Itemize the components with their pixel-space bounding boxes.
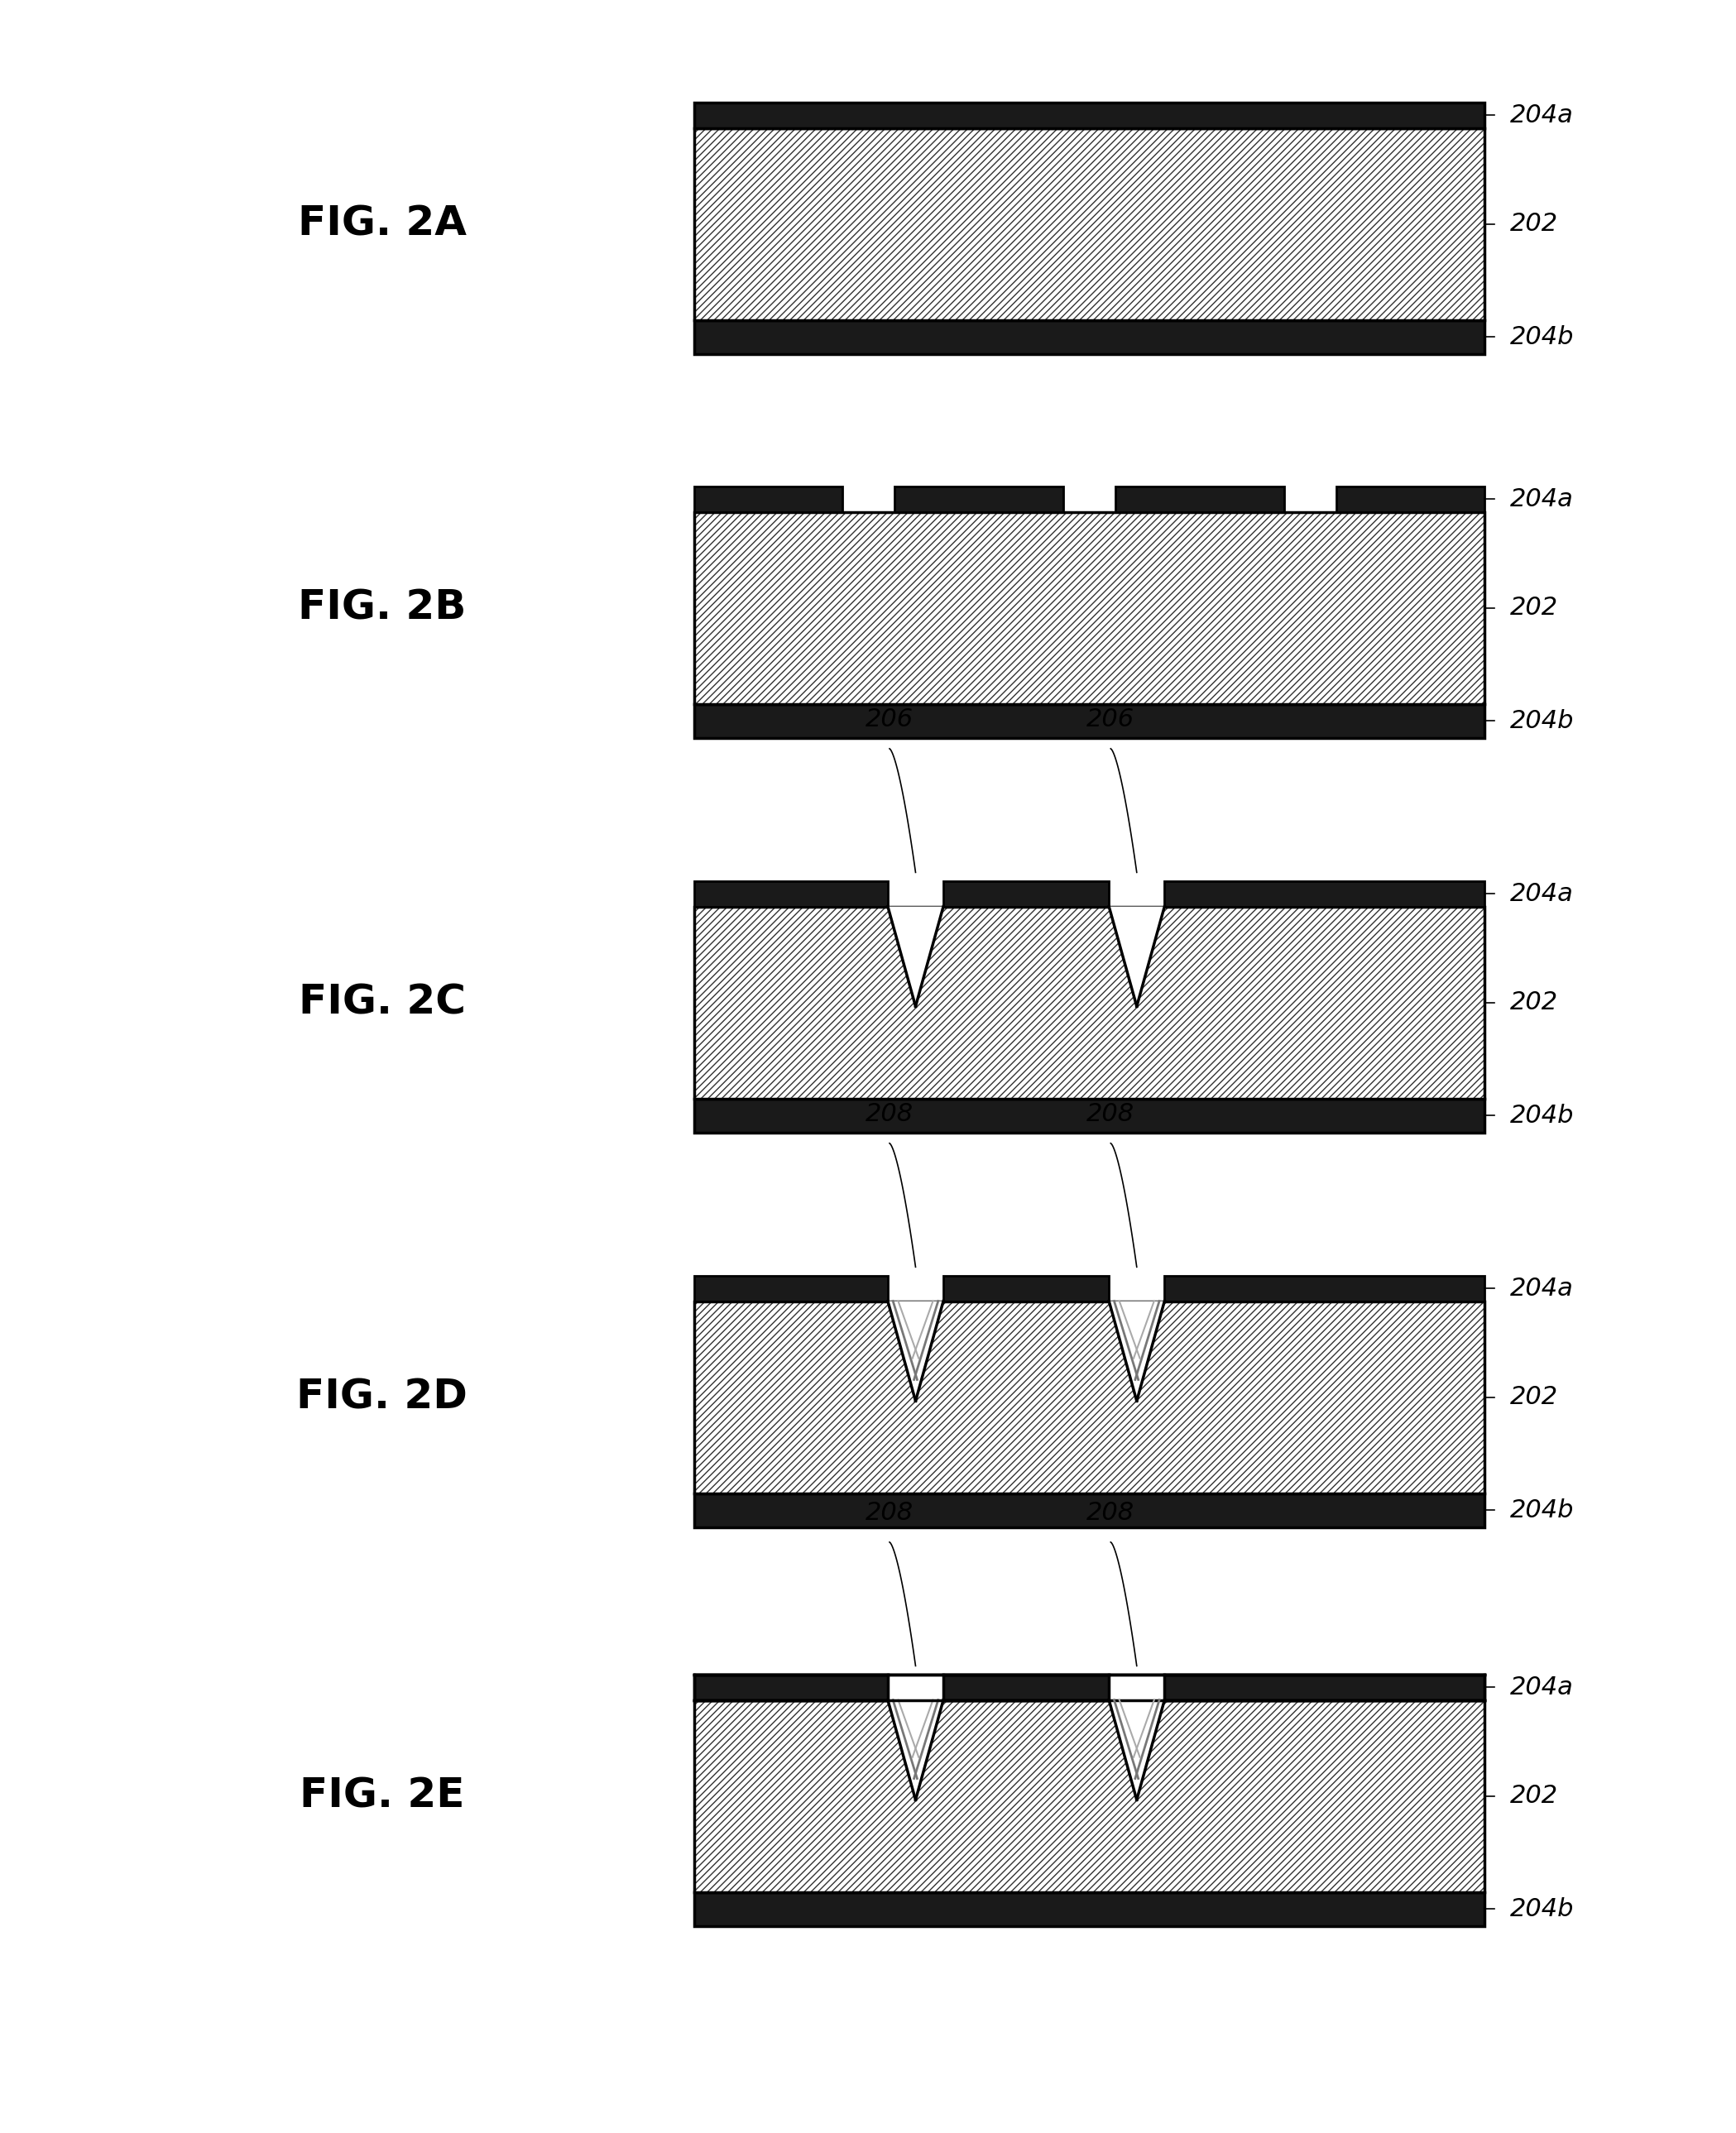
Text: 204a: 204a [1510, 881, 1575, 907]
Text: FIG. 2D: FIG. 2D [297, 1378, 467, 1416]
Polygon shape [1165, 1276, 1484, 1301]
Polygon shape [694, 320, 1484, 354]
Polygon shape [887, 1674, 943, 1700]
Text: 204a: 204a [1510, 1674, 1575, 1700]
Polygon shape [694, 128, 1484, 320]
Polygon shape [1337, 486, 1484, 512]
Text: 204b: 204b [1510, 324, 1575, 350]
Polygon shape [694, 1892, 1484, 1926]
Text: 208: 208 [866, 1103, 913, 1126]
Text: FIG. 2E: FIG. 2E [299, 1777, 465, 1815]
Text: 206: 206 [866, 708, 913, 732]
Polygon shape [943, 881, 1109, 907]
Text: 202: 202 [1510, 1783, 1559, 1809]
Polygon shape [887, 1301, 943, 1401]
Polygon shape [694, 1674, 1484, 1700]
Polygon shape [1109, 907, 1165, 1007]
Polygon shape [694, 907, 1484, 1098]
Polygon shape [1115, 486, 1285, 512]
Text: FIG. 2B: FIG. 2B [299, 589, 465, 627]
Polygon shape [694, 102, 1484, 128]
Text: 202: 202 [1510, 211, 1559, 237]
Text: 208: 208 [1087, 1502, 1135, 1525]
Text: 206: 206 [1087, 708, 1135, 732]
Text: 204a: 204a [1510, 1276, 1575, 1301]
Polygon shape [694, 1493, 1484, 1527]
Polygon shape [694, 1276, 887, 1301]
Text: FIG. 2A: FIG. 2A [297, 205, 467, 243]
Polygon shape [1165, 881, 1484, 907]
Text: 204a: 204a [1510, 486, 1575, 512]
Polygon shape [887, 1700, 943, 1800]
Polygon shape [694, 512, 1484, 704]
Text: 202: 202 [1510, 990, 1559, 1015]
Text: 204b: 204b [1510, 708, 1575, 734]
Text: 208: 208 [1087, 1103, 1135, 1126]
Polygon shape [1109, 1301, 1165, 1401]
Text: 204b: 204b [1510, 1497, 1575, 1523]
Polygon shape [943, 1276, 1109, 1301]
Text: FIG. 2C: FIG. 2C [299, 983, 465, 1022]
Polygon shape [894, 486, 1062, 512]
Polygon shape [694, 1301, 1484, 1493]
Text: 204a: 204a [1510, 102, 1575, 128]
Polygon shape [694, 1700, 1484, 1892]
Polygon shape [694, 881, 887, 907]
Polygon shape [887, 907, 943, 1007]
Text: 204b: 204b [1510, 1103, 1575, 1128]
Text: 202: 202 [1510, 1384, 1559, 1410]
Text: 208: 208 [866, 1502, 913, 1525]
Text: 202: 202 [1510, 595, 1559, 621]
Polygon shape [1109, 1700, 1165, 1800]
Polygon shape [1109, 1674, 1165, 1700]
Polygon shape [694, 486, 842, 512]
Text: 204b: 204b [1510, 1896, 1575, 1922]
Polygon shape [694, 1098, 1484, 1133]
Polygon shape [694, 704, 1484, 738]
